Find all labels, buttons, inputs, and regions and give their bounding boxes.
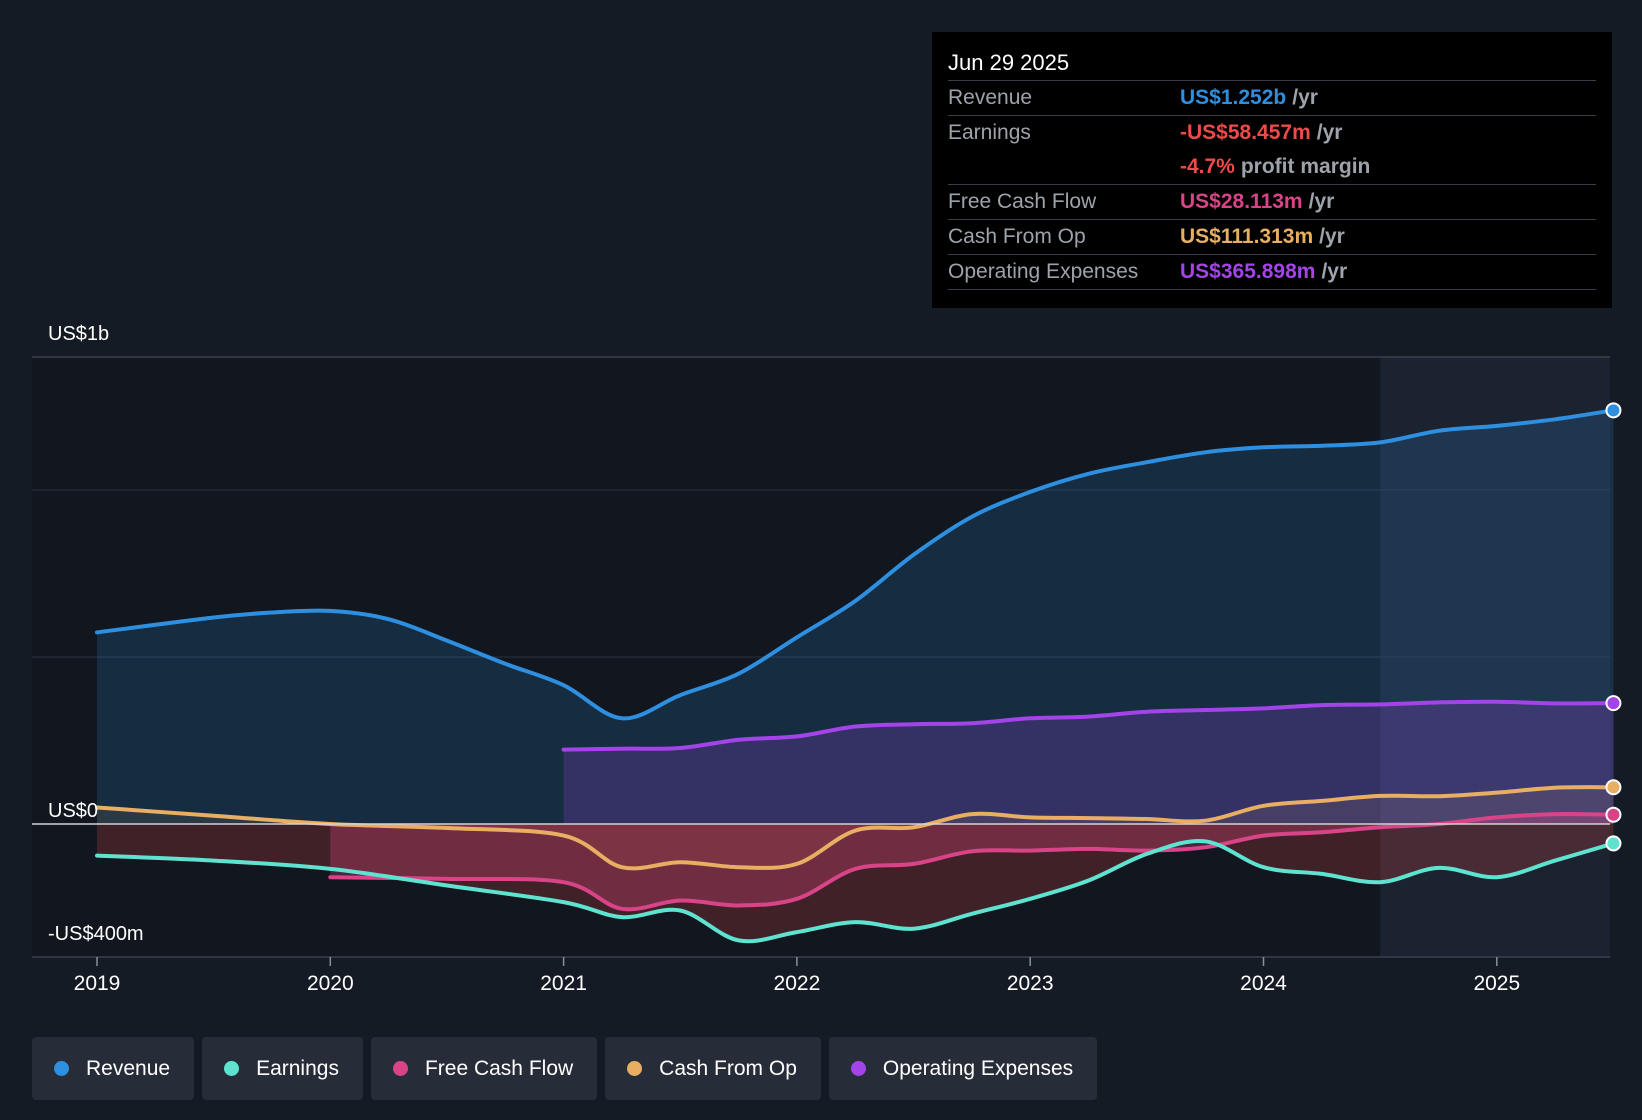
legend-label: Free Cash Flow xyxy=(424,1056,574,1080)
tooltip-row-free-cash-flow: Free Cash Flow US$28.113m /yr xyxy=(948,184,1596,219)
operating-expenses-line xyxy=(561,699,1616,752)
x-tick-label: 2020 xyxy=(307,972,354,995)
earnings-endpoint[interactable] xyxy=(1605,835,1622,852)
tooltip-label: Earnings xyxy=(948,121,1031,144)
tooltip-row-profit-margin: -4.7% profit margin xyxy=(948,150,1596,184)
legend-label: Revenue xyxy=(86,1056,171,1080)
legend-item-operating-expenses[interactable]: Operating Expenses xyxy=(828,1037,1098,1100)
tooltip-row-operating-expenses: Operating Expenses US$365.898m /yr xyxy=(948,254,1596,290)
tooltip-unit: /yr xyxy=(1321,260,1348,283)
revenue-area xyxy=(97,410,1614,824)
legend: Revenue Earnings Free Cash Flow Cash Fro… xyxy=(32,1037,1098,1100)
tooltip-label: Operating Expenses xyxy=(948,260,1139,283)
tooltip-unit: /yr xyxy=(1308,190,1335,213)
tooltip-date: Jun 29 2025 xyxy=(948,50,1070,75)
tooltip-unit: profit margin xyxy=(1240,155,1371,178)
dot-icon xyxy=(850,1061,866,1076)
chart-area: US$1b US$0 -US$400m 2019 2020 2021 2022 2023 20… xyxy=(32,323,1622,995)
x-tick-label: 2024 xyxy=(1240,972,1287,995)
legend-label: Operating Expenses xyxy=(882,1056,1074,1080)
tooltip-row-cash-from-op: Cash From Op US$111.313m /yr xyxy=(948,219,1596,254)
operating-expenses-endpoint[interactable] xyxy=(1605,695,1622,712)
tooltip-label: Free Cash Flow xyxy=(948,190,1097,213)
free-cash-flow-area xyxy=(330,813,1614,910)
legend-item-earnings[interactable]: Earnings xyxy=(202,1037,363,1100)
tooltip-value: US$111.313m xyxy=(1180,225,1314,248)
y-axis-label: US$1b xyxy=(48,323,109,345)
free-cash-flow-line xyxy=(328,811,1616,912)
tooltip-value: US$1.252b xyxy=(1180,86,1287,109)
cash-from-op-area xyxy=(97,787,1614,869)
tooltip-value: -US$58.457m xyxy=(1180,121,1311,144)
tooltip-panel: Jun 29 2025 Revenue US$1.252b /yr Earnin… xyxy=(932,32,1612,308)
x-tick-label: 2025 xyxy=(1473,972,1520,995)
dot-icon xyxy=(627,1061,643,1076)
y-axis-label: US$0 xyxy=(48,800,98,822)
tooltip-row-revenue: Revenue US$1.252b /yr xyxy=(948,80,1596,115)
legend-item-cash-from-op[interactable]: Cash From Op xyxy=(605,1037,821,1100)
tooltip-row-earnings: Earnings -US$58.457m /yr xyxy=(948,115,1596,150)
dot-icon xyxy=(392,1061,408,1076)
legend-item-revenue[interactable]: Revenue xyxy=(32,1037,195,1100)
revenue-line xyxy=(95,408,1616,721)
free-cash-flow-endpoint[interactable] xyxy=(1605,806,1622,823)
legend-item-free-cash-flow[interactable]: Free Cash Flow xyxy=(370,1037,598,1100)
tooltip-value: US$365.898m xyxy=(1180,260,1316,283)
cash-from-op-endpoint[interactable] xyxy=(1605,779,1622,796)
legend-label: Cash From Op xyxy=(659,1056,797,1080)
x-tick-label: 2022 xyxy=(774,972,821,995)
tooltip-label: Cash From Op xyxy=(948,225,1086,248)
x-tick-label: 2023 xyxy=(1007,972,1054,995)
tooltip-unit: /yr xyxy=(1316,121,1343,144)
x-tick-label: 2021 xyxy=(540,972,587,995)
dot-icon xyxy=(54,1061,69,1076)
tooltip-value: US$28.113m xyxy=(1180,190,1303,213)
dot-icon xyxy=(224,1061,240,1076)
tooltip-unit: /yr xyxy=(1319,225,1345,248)
tooltip-value: -4.7% xyxy=(1180,155,1235,178)
earnings-line xyxy=(95,838,1616,944)
x-tick-label: 2019 xyxy=(74,972,121,995)
legend-label: Earnings xyxy=(256,1056,339,1080)
earnings-area xyxy=(97,824,1614,942)
tooltip-unit: /yr xyxy=(1292,86,1318,109)
y-axis-label: -US$400m xyxy=(48,923,144,945)
tooltip-label: Revenue xyxy=(948,86,1033,109)
revenue-endpoint[interactable] xyxy=(1605,402,1622,419)
